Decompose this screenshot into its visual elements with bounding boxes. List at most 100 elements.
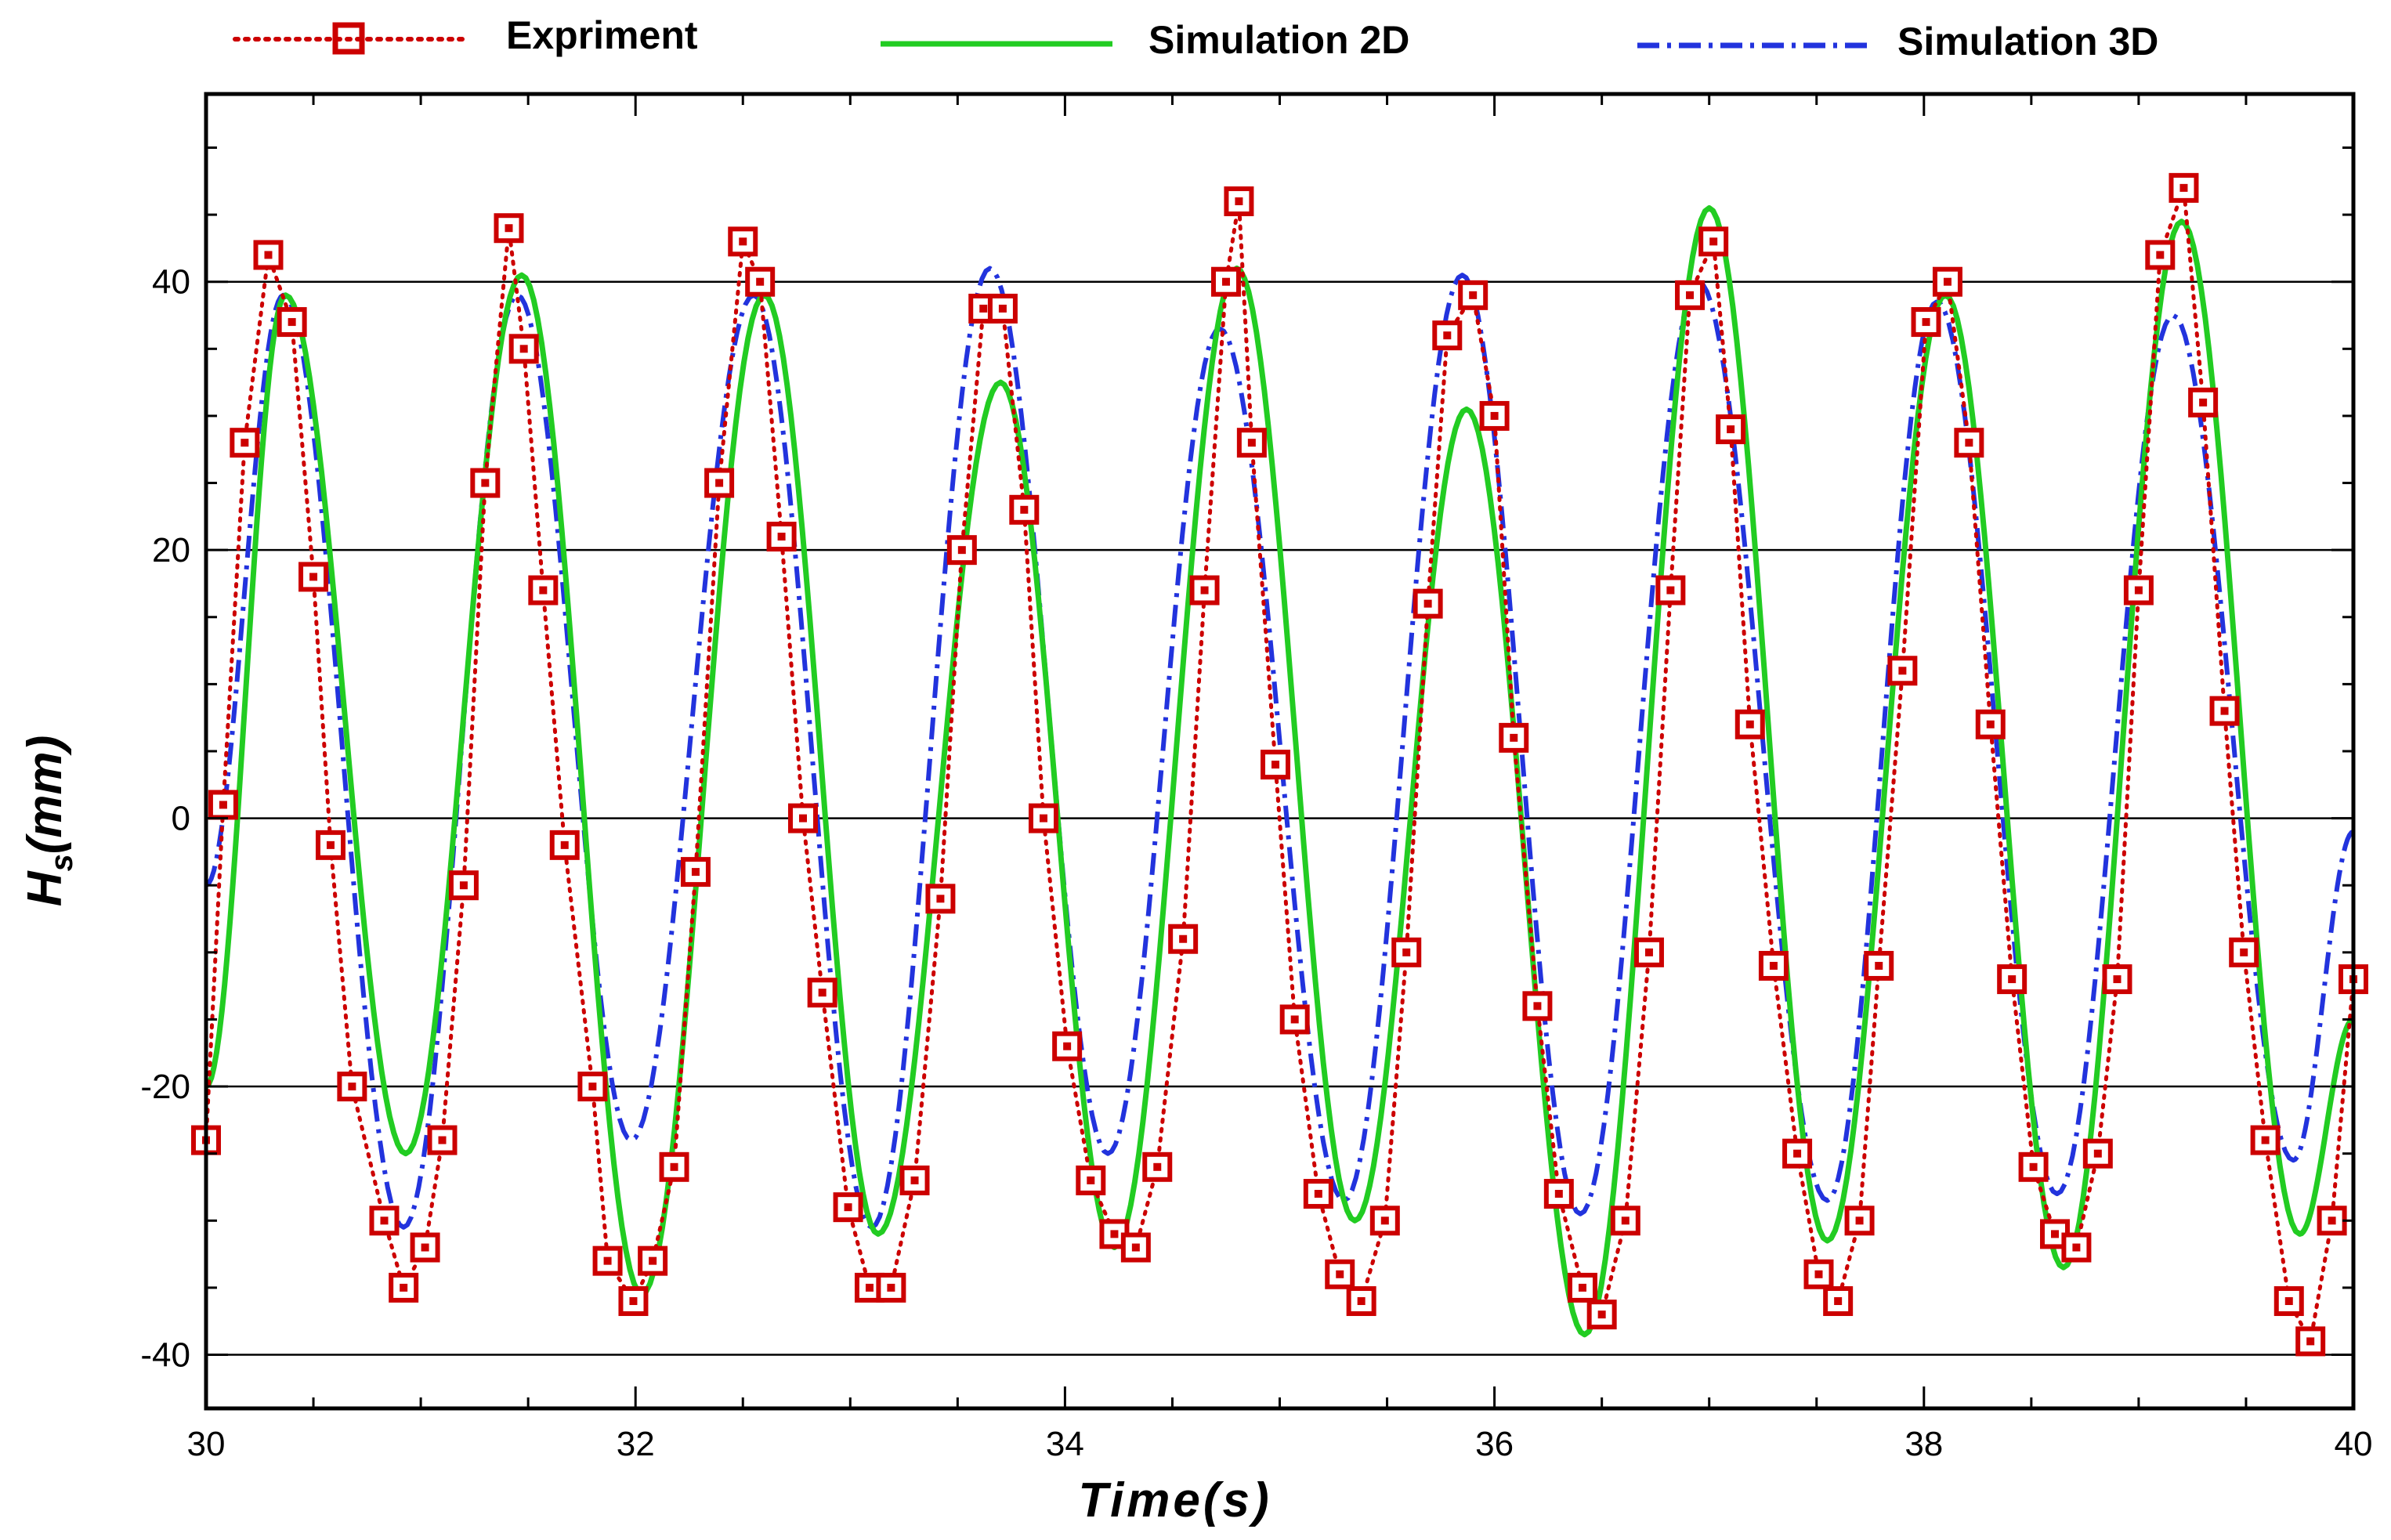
data-point-expriment (1803, 1259, 1834, 1289)
data-point-marker-center (2008, 975, 2017, 984)
data-point-expriment (315, 830, 345, 860)
data-point-marker (1479, 400, 1510, 431)
y-tick-label: 20 (152, 531, 190, 569)
data-point-expriment (1346, 1286, 1376, 1317)
data-point-marker (1391, 937, 1422, 967)
data-point-marker (577, 1072, 608, 1102)
y-tick-label: 0 (172, 800, 190, 838)
y-tick-label: -20 (140, 1068, 190, 1106)
data-point-expriment (1633, 937, 1664, 967)
y-axis-title-main: H (18, 870, 72, 906)
data-point-marker-center (2156, 251, 2165, 259)
data-point-marker-center (2220, 707, 2229, 715)
data-point-marker-center (1834, 1297, 1843, 1306)
data-point-expriment (618, 1286, 649, 1317)
data-point-marker-center (1402, 948, 1411, 956)
series-layer (191, 172, 2368, 1357)
data-point-expriment (1325, 1259, 1355, 1289)
data-point-expriment (2169, 172, 2199, 203)
data-point-marker-center (739, 237, 747, 246)
data-point-marker (766, 522, 797, 552)
data-point-marker-center (348, 1083, 356, 1091)
data-point-expriment (369, 1206, 400, 1236)
data-point-expriment (448, 870, 479, 901)
data-point-marker-center (2261, 1136, 2270, 1144)
data-point-marker-center (1153, 1162, 1162, 1171)
data-point-expriment (1224, 186, 1254, 216)
data-point-expriment (2317, 1206, 2347, 1236)
data-point-marker-center (798, 814, 807, 822)
data-point-marker (2102, 964, 2132, 995)
legend-marker-expriment (332, 22, 365, 55)
data-point-expriment (899, 1165, 930, 1195)
data-point-expriment (1120, 1232, 1151, 1263)
data-point-marker (787, 803, 818, 833)
data-point-expriment (1698, 226, 1729, 257)
data-point-marker (549, 830, 580, 860)
data-point-marker-center (1020, 505, 1029, 514)
data-point-marker-center (1769, 961, 1778, 970)
data-point-marker-center (1357, 1297, 1366, 1306)
data-point-expriment (704, 468, 735, 498)
data-point-expriment (807, 978, 837, 1008)
data-point-marker-center (1200, 586, 1209, 595)
data-point-marker-center (2051, 1230, 2060, 1238)
x-tick-label: 34 (1046, 1425, 1084, 1463)
data-point-marker-center (1179, 934, 1188, 943)
data-point-expriment (2295, 1326, 2326, 1357)
data-point-expriment (1543, 1179, 1574, 1209)
legend: Expriment Simulation 2D Simulation 3D (233, 13, 2158, 63)
data-point-expriment (1586, 1300, 1617, 1330)
data-point-marker (618, 1286, 649, 1317)
data-point-expriment (659, 1151, 689, 1182)
data-point-marker-center (505, 224, 513, 233)
data-point-expriment (1189, 575, 1220, 606)
data-point-expriment (1864, 950, 1894, 981)
data-point-marker-center (1336, 1270, 1344, 1278)
data-point-expriment (1261, 750, 1291, 780)
data-point-expriment (925, 884, 956, 914)
data-point-marker (680, 857, 711, 887)
data-point-marker-center (777, 533, 786, 541)
data-point-expriment (494, 213, 524, 244)
data-point-expriment (946, 535, 977, 566)
data-point-expriment (2229, 937, 2259, 967)
data-point-marker-center (288, 318, 296, 327)
data-point-expriment (638, 1245, 668, 1276)
data-point-marker-center (670, 1162, 678, 1171)
data-point-marker-center (1922, 318, 1930, 327)
data-point-expriment (1844, 1206, 1875, 1236)
data-point-expriment (1052, 1031, 1083, 1061)
data-point-expriment (745, 266, 776, 297)
data-point-expriment (1499, 722, 1529, 753)
data-point-expriment (1413, 588, 1443, 619)
data-point-marker-center (2029, 1162, 2038, 1171)
data-point-marker-center (2113, 975, 2122, 984)
data-point-expriment (1458, 280, 1488, 310)
data-point-marker-center (1443, 331, 1452, 340)
data-point-expriment (2145, 240, 2176, 270)
y-axis-title-unit: (mm) (18, 736, 72, 855)
data-point-expriment (277, 307, 307, 338)
data-point-expriment (1009, 494, 1040, 525)
data-point-expriment (1236, 428, 1267, 458)
data-point-marker-center (979, 304, 988, 313)
data-point-marker-center (309, 573, 318, 581)
data-point-marker-center (2072, 1243, 2081, 1252)
data-point-marker-center (1380, 1216, 1389, 1225)
data-point-expriment (2273, 1286, 2304, 1317)
data-point-marker-center (1709, 237, 1718, 246)
data-point-marker-center (715, 479, 724, 487)
data-point-marker (1782, 1138, 1813, 1169)
x-tick-label: 32 (617, 1425, 655, 1463)
data-point-expriment (1782, 1138, 1813, 1169)
data-point-marker (946, 535, 977, 566)
data-point-expriment (1210, 266, 1241, 297)
data-point-marker-center (264, 251, 273, 259)
data-point-marker-center (438, 1136, 447, 1144)
data-point-expriment (1716, 414, 1746, 445)
x-tick-label: 30 (187, 1425, 226, 1463)
legend-item-simulation-3d: Simulation 3D (1637, 20, 2158, 63)
